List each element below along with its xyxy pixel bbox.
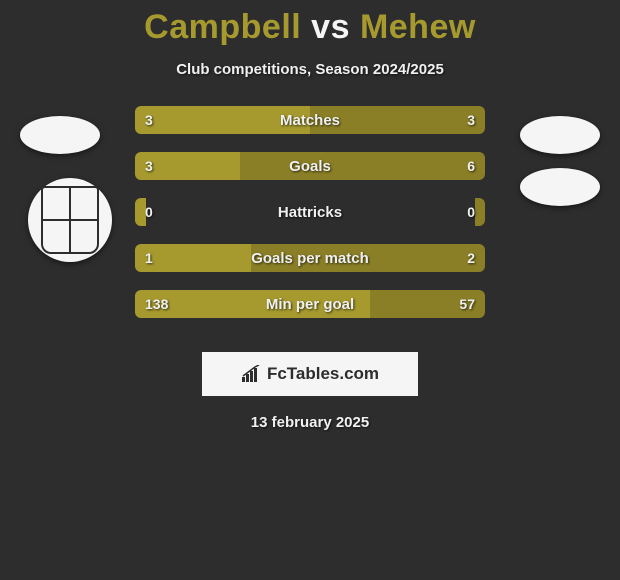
player1-avatar <box>20 116 100 154</box>
stat-row: 13857Min per goal <box>135 290 485 318</box>
shield-icon <box>41 186 99 254</box>
stat-row: 36Goals <box>135 152 485 180</box>
brand-text: FcTables.com <box>267 364 379 384</box>
vs-text: vs <box>311 8 350 46</box>
player1-club-badge <box>28 178 112 262</box>
stat-label: Matches <box>135 106 485 134</box>
comparison-panel: 33Matches 36Goals 00Hattricks 12Goals per m… <box>0 106 620 336</box>
stat-label: Goals <box>135 152 485 180</box>
stat-row: 12Goals per match <box>135 244 485 272</box>
player1-name: Campbell <box>144 8 301 46</box>
subtitle: Club competitions, Season 2024/2025 <box>0 61 620 78</box>
stat-row: 33Matches <box>135 106 485 134</box>
brand-box: FcTables.com <box>202 352 418 396</box>
player2-avatar <box>520 116 600 154</box>
player2-club-badge <box>520 168 600 206</box>
stat-label: Goals per match <box>135 244 485 272</box>
page-title: Campbell vs Mehew <box>0 8 620 47</box>
stat-row: 00Hattricks <box>135 198 485 226</box>
stat-label: Hattricks <box>135 198 485 226</box>
root: Campbell vs Mehew Club competitions, Sea… <box>0 0 620 431</box>
stat-label: Min per goal <box>135 290 485 318</box>
chart-icon <box>241 365 263 383</box>
date-text: 13 february 2025 <box>0 414 620 431</box>
stat-bars: 33Matches 36Goals 00Hattricks 12Goals per m… <box>135 106 485 336</box>
player2-name: Mehew <box>360 8 476 46</box>
